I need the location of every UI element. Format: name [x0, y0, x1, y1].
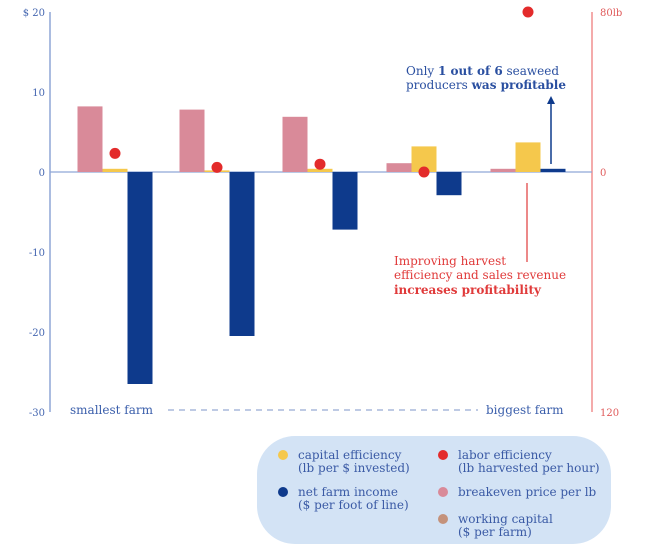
profitable-text: seaweed	[503, 64, 560, 78]
bar-breakeven-price-per-lb	[282, 116, 308, 172]
legend-label: labor efficiency	[458, 448, 552, 462]
profitable-text: Only	[406, 64, 438, 78]
profitable-text: producers	[406, 78, 472, 92]
profitable-line-1: Only 1 out of 6 seaweed	[406, 64, 559, 78]
legend-label: capital efficiency	[298, 448, 402, 462]
left-tick-label: 10	[32, 88, 45, 99]
right-tick-label: 120	[600, 408, 619, 419]
profitable-annotation: Only 1 out of 6 seaweed producers was pr…	[406, 64, 566, 164]
biggest-farm-label: biggest farm	[486, 403, 564, 417]
bar-net-farm-income	[540, 168, 566, 172]
right-ticks: 80lb 0 120	[600, 8, 622, 419]
improving-line-2: efficiency and sales revenue	[394, 268, 566, 282]
bar-capital-efficiency	[307, 168, 333, 172]
bar-capital-efficiency	[515, 142, 541, 172]
profitable-line-2: producers was profitable	[406, 78, 566, 92]
legend-swatch-labor-efficiency	[438, 450, 448, 460]
legend-label: working capital	[458, 512, 553, 526]
left-ticks: $ 20 10 0 -10 -20 -30	[23, 8, 45, 419]
bar-breakeven-price-per-lb	[386, 163, 412, 172]
legend-swatch-working-capital	[438, 514, 448, 524]
left-tick-label: $ 20	[23, 8, 45, 19]
legend-background	[257, 436, 611, 544]
right-tick-label: 0	[600, 168, 606, 179]
left-tick-label: 0	[39, 168, 45, 179]
profitable-arrow-head	[547, 96, 555, 104]
bar-capital-efficiency	[102, 168, 128, 172]
legend-sublabel: ($ per foot of line)	[298, 498, 409, 512]
bar-net-farm-income	[436, 172, 462, 196]
improving-annotation: Improving harvest efficiency and sales r…	[394, 183, 566, 297]
bar-net-farm-income	[127, 172, 153, 384]
dots-layer	[109, 6, 534, 178]
profitable-emphasis: was profitable	[471, 78, 567, 92]
legend-label: net farm income	[298, 485, 398, 499]
improving-line-1: Improving harvest	[394, 254, 506, 268]
bars-layer	[77, 106, 566, 384]
bar-breakeven-price-per-lb	[179, 109, 205, 172]
legend-sublabel: (lb per $ invested)	[298, 461, 410, 475]
point-labor-efficiency	[418, 166, 430, 178]
point-labor-efficiency	[109, 147, 121, 159]
legend-swatch-breakeven-price	[438, 487, 448, 497]
smallest-farm-label: smallest farm	[70, 403, 154, 417]
point-labor-efficiency	[211, 161, 223, 173]
point-labor-efficiency	[314, 158, 326, 170]
legend-swatch-net-farm-income	[278, 487, 288, 497]
left-tick-label: -10	[29, 248, 45, 259]
profitable-emphasis: 1 out of 6	[438, 64, 503, 78]
left-tick-label: -30	[29, 408, 45, 419]
point-labor-efficiency	[522, 6, 534, 18]
legend-swatch-capital-efficiency	[278, 450, 288, 460]
bar-net-farm-income	[332, 172, 358, 230]
bar-breakeven-price-per-lb	[490, 168, 516, 172]
legend-sublabel: (lb harvested per hour)	[458, 461, 600, 475]
right-tick-label: 80lb	[600, 8, 622, 19]
legend-label: breakeven price per lb	[458, 485, 597, 499]
legend: capital efficiency (lb per $ invested) l…	[257, 436, 611, 544]
improving-line-3: increases profitability	[394, 283, 542, 297]
bar-breakeven-price-per-lb	[77, 106, 103, 172]
bar-net-farm-income	[229, 172, 255, 336]
legend-sublabel: ($ per farm)	[458, 525, 532, 539]
left-tick-label: -20	[29, 328, 45, 339]
